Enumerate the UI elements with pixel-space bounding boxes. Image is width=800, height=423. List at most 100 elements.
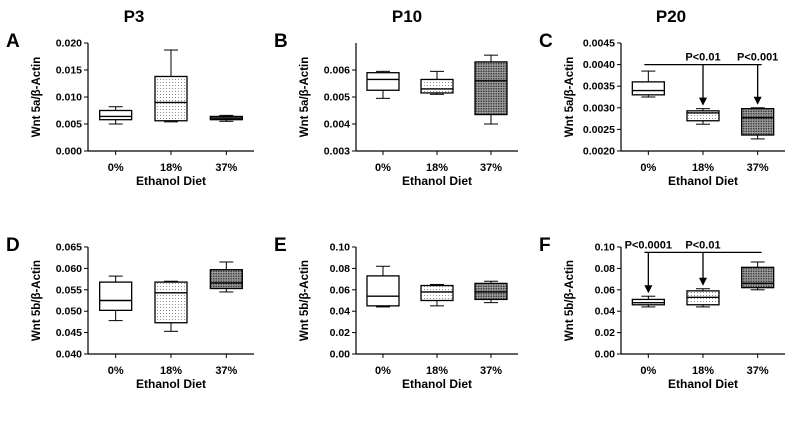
y-tick-label: 0.065 bbox=[56, 242, 82, 254]
y-tick-label: 0.010 bbox=[56, 92, 82, 104]
x-tick-label: 0% bbox=[375, 365, 391, 377]
x-tick-label: 0% bbox=[108, 365, 124, 377]
box-37pct bbox=[741, 266, 775, 289]
box-18pct bbox=[420, 284, 454, 302]
x-axis-title: Ethanol Diet bbox=[136, 174, 206, 188]
y-axis-title: Wnt 5b/β-Actin bbox=[564, 260, 576, 341]
y-tick-label: 0.00 bbox=[330, 349, 351, 361]
y-axis-title: Wnt 5b/β-Actin bbox=[31, 260, 43, 341]
box-0pct bbox=[366, 72, 400, 91]
y-tick-label: 0.08 bbox=[595, 263, 616, 275]
x-axis-title: Ethanol Diet bbox=[668, 174, 738, 188]
y-tick-label: 0.020 bbox=[56, 38, 82, 50]
y-axis-title: Wnt 5b/β-Actin bbox=[299, 260, 311, 341]
y-axis-title: Wnt 5a/β-Actin bbox=[31, 57, 43, 138]
panel-label: F bbox=[539, 235, 551, 256]
y-tick-label: 0.04 bbox=[595, 306, 616, 318]
panel-b: B 0.003 0.004 0.005 0.006 Wnt 5a/β-Actin 0% 18%… bbox=[274, 31, 518, 188]
x-tick-label: 18% bbox=[692, 365, 714, 377]
panel-label: B bbox=[274, 31, 288, 52]
y-tick-label: 0.06 bbox=[330, 284, 351, 296]
box-18pct bbox=[686, 110, 720, 122]
box-37pct bbox=[209, 269, 243, 290]
box-18pct bbox=[154, 75, 188, 122]
y-tick-label: 0.003 bbox=[324, 146, 350, 158]
box-18pct bbox=[154, 281, 188, 324]
x-tick-label: 0% bbox=[640, 365, 656, 377]
x-tick-label: 37% bbox=[215, 162, 237, 174]
box-0pct bbox=[99, 281, 133, 311]
x-tick-label: 37% bbox=[215, 365, 237, 377]
x-tick-label: 0% bbox=[108, 162, 124, 174]
y-axis-title: Wnt 5a/β-Actin bbox=[564, 57, 576, 138]
y-tick-label: 0.00 bbox=[595, 349, 616, 361]
x-axis-title: Ethanol Diet bbox=[668, 377, 738, 391]
x-tick-label: 0% bbox=[375, 162, 391, 174]
y-axis-title: Wnt 5a/β-Actin bbox=[299, 57, 311, 138]
y-tick-label: 0.005 bbox=[324, 92, 350, 104]
x-tick-label: 0% bbox=[640, 162, 656, 174]
box-0pct bbox=[99, 109, 133, 121]
x-tick-label: 18% bbox=[426, 162, 448, 174]
column-title-p10: P10 bbox=[392, 7, 422, 26]
y-tick-label: 0.015 bbox=[56, 65, 82, 77]
y-tick-label: 0.050 bbox=[56, 306, 82, 318]
box-0pct bbox=[631, 81, 665, 96]
panel-f: F 0.00 0.02 0.04 0.06 0.08 0.10 Wnt 5b/β-Actin 0… bbox=[539, 235, 785, 391]
x-tick-label: 18% bbox=[160, 162, 182, 174]
y-tick-label: 0.045 bbox=[56, 327, 82, 339]
y-tick-label: 0.0045 bbox=[583, 38, 615, 50]
panel-e: E 0.00 0.02 0.04 0.06 0.08 0.10 Wnt 5b/β-Actin 0… bbox=[274, 235, 518, 391]
x-tick-label: 37% bbox=[480, 365, 502, 377]
x-tick-label: 37% bbox=[747, 365, 769, 377]
y-tick-label: 0.060 bbox=[56, 263, 82, 275]
x-axis-title: Ethanol Diet bbox=[402, 174, 472, 188]
y-tick-label: 0.08 bbox=[330, 263, 351, 275]
significance-label: P<0.01 bbox=[685, 239, 720, 251]
y-tick-label: 0.10 bbox=[330, 242, 351, 254]
x-tick-label: 18% bbox=[426, 365, 448, 377]
y-tick-label: 0.0020 bbox=[583, 146, 615, 158]
box-18pct bbox=[420, 78, 454, 94]
significance-arrowhead bbox=[644, 285, 653, 294]
y-tick-label: 0.02 bbox=[595, 327, 616, 339]
significance-label: P<0.0001 bbox=[625, 239, 672, 251]
x-tick-label: 18% bbox=[160, 365, 182, 377]
column-title-p3: P3 bbox=[124, 7, 145, 26]
x-axis-title: Ethanol Diet bbox=[402, 377, 472, 391]
x-tick-label: 18% bbox=[692, 162, 714, 174]
y-tick-label: 0.040 bbox=[56, 349, 82, 361]
y-tick-label: 0.0035 bbox=[583, 81, 615, 93]
x-tick-label: 37% bbox=[747, 162, 769, 174]
box-0pct bbox=[366, 275, 400, 307]
box-37pct bbox=[474, 61, 508, 116]
y-tick-label: 0.06 bbox=[595, 284, 616, 296]
significance-label: P<0.001 bbox=[737, 52, 778, 64]
y-tick-label: 0.004 bbox=[324, 119, 350, 131]
x-tick-label: 37% bbox=[480, 162, 502, 174]
significance-arrowhead bbox=[753, 96, 762, 105]
panel-d: D 0.040 0.045 0.050 0.055 0.060 0.065 Wnt 5b/β-… bbox=[6, 235, 254, 391]
panel-label: E bbox=[274, 235, 287, 256]
y-tick-label: 0.02 bbox=[330, 327, 351, 339]
significance-label: P<0.01 bbox=[685, 52, 720, 64]
column-title-p20: P20 bbox=[656, 7, 686, 26]
panel-label: C bbox=[539, 31, 553, 52]
y-tick-label: 0.0030 bbox=[583, 102, 615, 114]
y-tick-label: 0.0025 bbox=[583, 124, 615, 136]
y-tick-label: 0.10 bbox=[595, 242, 616, 254]
panel-label: A bbox=[6, 31, 20, 52]
panel-a: A 0.000 0.005 0.010 0.015 0.020 Wnt 5a/β-Actin… bbox=[6, 31, 254, 188]
significance-arrowhead bbox=[699, 97, 707, 106]
y-tick-label: 0.000 bbox=[56, 146, 82, 158]
y-tick-label: 0.0040 bbox=[583, 59, 615, 71]
panel-c: C 0.0020 0.0025 0.0030 0.0035 0.0040 0.0045 Wnt… bbox=[539, 31, 785, 188]
panel-label: D bbox=[6, 235, 20, 256]
y-tick-label: 0.04 bbox=[330, 306, 351, 318]
y-tick-label: 0.006 bbox=[324, 65, 350, 77]
significance-arrowhead bbox=[699, 277, 707, 286]
x-axis-title: Ethanol Diet bbox=[136, 377, 206, 391]
y-tick-label: 0.055 bbox=[56, 284, 82, 296]
y-tick-label: 0.005 bbox=[56, 119, 82, 131]
